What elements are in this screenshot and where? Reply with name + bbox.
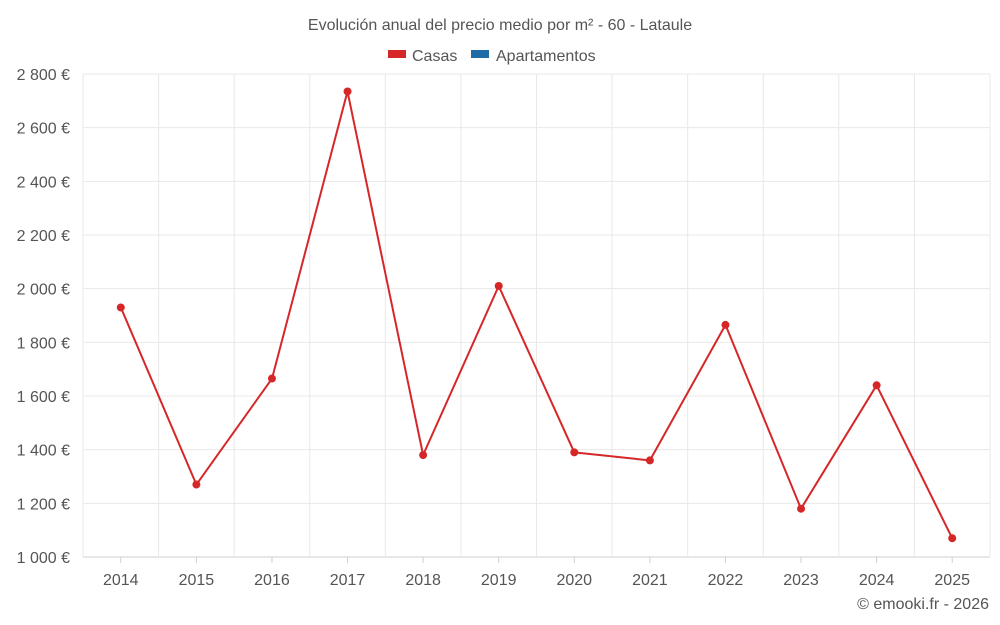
data-point-casas-2021[interactable] <box>645 456 654 465</box>
data-point-casas-2015[interactable] <box>192 480 201 489</box>
data-point-casas-2024[interactable] <box>872 381 881 390</box>
y-tick-label: 1 800 € <box>17 335 70 352</box>
data-point-casas-2022[interactable] <box>721 320 730 329</box>
y-tick-label: 2 400 € <box>17 174 70 191</box>
data-point-casas-2017[interactable] <box>343 87 352 96</box>
data-point-casas-2025[interactable] <box>948 534 957 543</box>
x-tick-label: 2015 <box>179 572 215 589</box>
x-tick-label: 2021 <box>632 572 668 589</box>
series-line-casas <box>119 90 954 539</box>
legend-swatch-casas <box>388 50 406 58</box>
x-axis-ticks: 2014 2015 2016 2017 2018 2019 2020 2021 2022 2023… <box>103 557 970 589</box>
data-point-casas-2023[interactable] <box>797 504 806 513</box>
series-casas <box>116 87 957 543</box>
y-tick-label: 2 600 € <box>17 121 70 138</box>
legend-swatch-apartamentos <box>471 50 489 58</box>
data-point-casas-2014[interactable] <box>116 303 125 312</box>
x-tick-label: 2022 <box>708 572 744 589</box>
y-tick-label: 2 800 € <box>17 67 70 84</box>
y-tick-label: 1 000 € <box>17 550 70 567</box>
y-tick-label: 1 400 € <box>17 443 70 460</box>
data-point-casas-2019[interactable] <box>494 281 503 290</box>
data-point-casas-2016[interactable] <box>267 374 276 383</box>
grid <box>82 73 991 558</box>
x-tick-label: 2020 <box>556 572 592 589</box>
y-tick-label: 1 200 € <box>17 496 70 513</box>
chart-title: Evolución anual del precio medio por m² … <box>308 17 692 34</box>
y-axis-ticks: 1 000 € 1 200 € 1 400 € 1 600 € 1 800 € 2 000… <box>17 67 70 567</box>
y-tick-label: 2 200 € <box>17 228 70 245</box>
x-tick-label: 2018 <box>405 572 441 589</box>
credit-text: © emooki.fr - 2026 <box>857 596 989 613</box>
x-tick-label: 2014 <box>103 572 139 589</box>
x-tick-label: 2023 <box>783 572 819 589</box>
legend: Casas Apartamentos <box>388 48 596 65</box>
x-tick-label: 2017 <box>330 572 366 589</box>
data-point-casas-2020[interactable] <box>570 448 579 457</box>
x-tick-label: 2016 <box>254 572 290 589</box>
legend-label-apartamentos[interactable]: Apartamentos <box>496 48 596 65</box>
data-point-casas-2018[interactable] <box>419 451 428 460</box>
legend-label-casas[interactable]: Casas <box>412 48 457 65</box>
x-tick-label: 2019 <box>481 572 517 589</box>
x-tick-label: 2025 <box>934 572 970 589</box>
y-tick-label: 1 600 € <box>17 389 70 406</box>
y-tick-label: 2 000 € <box>17 282 70 299</box>
x-tick-label: 2024 <box>859 572 895 589</box>
